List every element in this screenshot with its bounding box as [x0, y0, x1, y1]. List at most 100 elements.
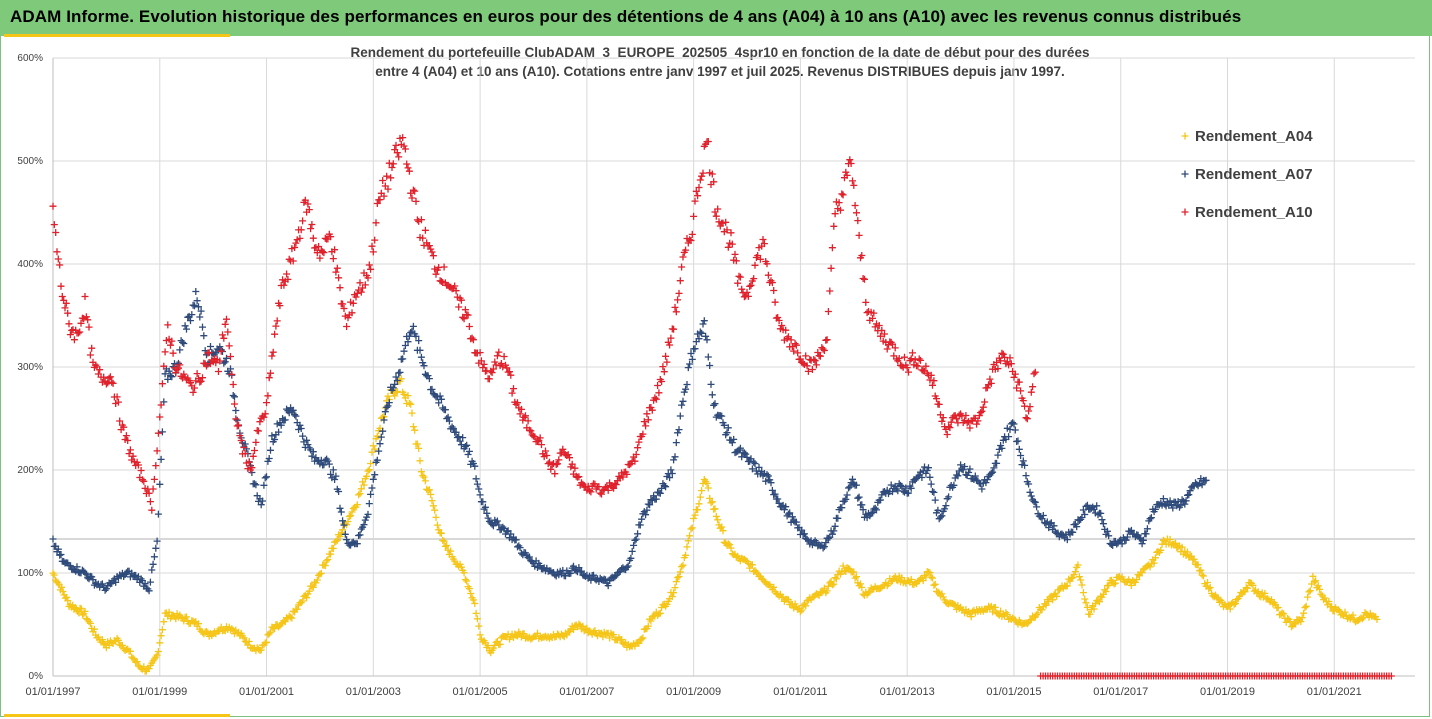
data-point: [1090, 505, 1098, 513]
data-point: [736, 444, 744, 452]
data-point: [644, 622, 652, 630]
data-point: [491, 641, 499, 649]
data-point: [71, 604, 79, 611]
data-point: [106, 373, 114, 381]
data-point: [257, 501, 265, 509]
data-point: [755, 463, 763, 471]
data-point: [1015, 378, 1023, 386]
data-point: [437, 529, 445, 537]
data-point: [784, 510, 792, 518]
data-point: [974, 417, 982, 425]
data-point: [1019, 457, 1027, 465]
data-point: [957, 461, 965, 469]
data-point: [937, 513, 944, 521]
data-point: [196, 313, 204, 321]
data-point: [241, 440, 249, 448]
data-point: [263, 473, 270, 481]
data-point: [527, 427, 535, 435]
data-point: [81, 607, 89, 615]
data-point: [759, 236, 767, 243]
data-point: [440, 537, 448, 545]
data-point: [187, 379, 194, 387]
data-point: [946, 424, 954, 432]
data-point: [120, 423, 128, 431]
data-point: [1309, 572, 1317, 580]
data-point: [534, 438, 541, 445]
data-point: [828, 530, 836, 538]
data-point: [160, 618, 168, 626]
data-point: [381, 408, 389, 416]
data-point: [796, 608, 804, 616]
data-point: [1070, 571, 1078, 579]
data-point: [1341, 608, 1349, 616]
data-point: [644, 416, 652, 424]
data-point: [193, 370, 201, 378]
data-point: [469, 596, 477, 604]
data-point: [1069, 528, 1077, 536]
y-tick-label: 100%: [17, 568, 43, 579]
data-point: [153, 537, 161, 545]
data-point: [329, 255, 337, 263]
data-point: [631, 457, 639, 465]
data-point: [356, 279, 364, 287]
data-point: [232, 407, 240, 414]
data-point: [267, 628, 274, 636]
data-point: [763, 471, 771, 479]
data-point: [945, 423, 953, 431]
legend-marker: [1181, 170, 1189, 178]
data-point: [901, 353, 908, 361]
data-point: [421, 477, 429, 485]
data-point: [167, 341, 174, 349]
data-point: [838, 504, 846, 512]
data-point: [419, 359, 427, 367]
data-point: [485, 375, 493, 383]
data-point: [371, 471, 379, 479]
data-point: [590, 571, 597, 579]
data-point: [401, 342, 409, 349]
data-point: [670, 325, 678, 333]
data-point: [241, 450, 249, 458]
data-point: [925, 464, 932, 472]
data-point: [862, 298, 870, 306]
data-point: [376, 440, 384, 448]
data-point: [1086, 610, 1094, 618]
data-point: [926, 376, 934, 384]
data-point: [748, 561, 756, 569]
data-point: [329, 466, 337, 474]
data-point: [824, 308, 832, 315]
data-point: [1083, 501, 1091, 509]
data-point: [488, 520, 496, 528]
data-point: [125, 450, 133, 458]
data-point: [57, 282, 65, 290]
data-point: [114, 636, 122, 644]
data-point: [464, 311, 472, 319]
data-point: [96, 366, 104, 374]
data-point: [276, 302, 284, 310]
data-point: [989, 468, 997, 476]
data-point: [221, 320, 229, 328]
data-point: [846, 483, 854, 491]
data-point: [476, 631, 484, 639]
data-point: [1151, 554, 1159, 562]
data-point: [846, 156, 854, 164]
data-point: [1050, 522, 1058, 530]
data-point: [676, 412, 684, 420]
data-point: [1349, 611, 1357, 619]
data-point: [690, 515, 698, 522]
data-point: [1122, 536, 1130, 544]
data-point: [489, 365, 497, 373]
data-point: [1049, 596, 1057, 604]
data-point: [472, 609, 480, 617]
data-point: [682, 551, 690, 559]
data-point: [522, 412, 529, 420]
data-point: [1142, 530, 1150, 538]
data-point: [448, 423, 456, 431]
data-point: [507, 530, 515, 538]
data-point: [712, 512, 720, 520]
data-point: [445, 417, 453, 425]
data-point: [842, 495, 850, 503]
data-point: [181, 322, 189, 330]
data-point: [417, 216, 425, 224]
data-point: [146, 498, 154, 506]
data-point: [907, 355, 915, 363]
